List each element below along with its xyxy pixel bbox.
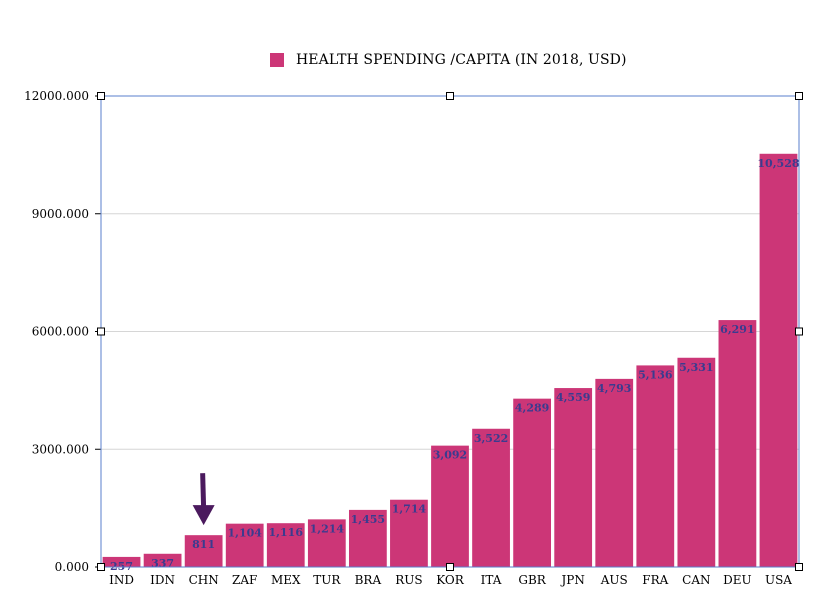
resize-handle[interactable] — [97, 327, 105, 336]
legend-swatch — [270, 53, 284, 67]
y-tick-label: 0.000 — [55, 560, 89, 574]
bar-kor[interactable] — [431, 445, 469, 567]
x-tick-label: AUS — [600, 573, 628, 587]
x-tick-label: TUR — [313, 573, 341, 587]
bar-chn[interactable] — [184, 535, 223, 567]
bar-gbr[interactable] — [513, 398, 552, 567]
x-tick-label: MEX — [271, 573, 301, 587]
bar-tur[interactable] — [307, 519, 346, 567]
data-label: 10,528 — [757, 157, 799, 170]
data-label: 4,793 — [597, 382, 631, 395]
resize-handle[interactable] — [97, 563, 105, 571]
bar-can[interactable] — [677, 357, 716, 567]
y-tick-label: 12000.000 — [24, 89, 89, 103]
x-tick-label: KOR — [436, 573, 464, 587]
bar-idn[interactable] — [143, 553, 182, 567]
data-label: 1,455 — [351, 513, 385, 526]
data-label: 5,136 — [638, 368, 673, 381]
data-label: 5,331 — [679, 361, 713, 374]
bar-ita[interactable] — [472, 428, 510, 567]
bar-ind[interactable] — [102, 556, 141, 567]
resize-handle[interactable] — [97, 92, 105, 100]
x-tick-label: CAN — [682, 573, 710, 587]
x-tick-label: USA — [765, 573, 792, 587]
x-tick-label: ITA — [481, 573, 502, 587]
resize-handle[interactable] — [446, 563, 454, 571]
data-label: 1,214 — [310, 522, 345, 535]
legend-label: HEALTH SPENDING /CAPITA (IN 2018, USD) — [296, 52, 627, 68]
x-tick-label: GBR — [518, 573, 546, 587]
resize-handle[interactable] — [795, 327, 803, 336]
bar-bra[interactable] — [348, 509, 387, 567]
data-label: 4,559 — [556, 391, 590, 404]
data-label: 1,714 — [392, 503, 427, 516]
data-label: 337 — [151, 557, 174, 570]
data-label: 1,104 — [227, 527, 262, 540]
bar-aus[interactable] — [595, 378, 634, 567]
x-tick-label: JPN — [559, 573, 584, 587]
resize-handle[interactable] — [795, 563, 803, 571]
y-tick-label: 3000.000 — [32, 442, 89, 456]
y-tick-label: 9000.000 — [32, 207, 89, 221]
bar-rus[interactable] — [390, 499, 428, 567]
data-label: 1,116 — [269, 526, 304, 539]
bar-mex[interactable] — [266, 523, 305, 567]
bar-usa[interactable] — [759, 153, 798, 567]
bar-jpn[interactable] — [554, 388, 593, 567]
x-tick-label: FRA — [642, 573, 668, 587]
data-label: 3,092 — [433, 449, 467, 462]
data-label: 257 — [110, 560, 133, 573]
data-label: 811 — [192, 538, 215, 551]
bar-fra[interactable] — [636, 365, 675, 567]
resize-handle[interactable] — [795, 92, 803, 100]
legend[interactable]: HEALTH SPENDING /CAPITA (IN 2018, USD) — [270, 50, 627, 70]
bar-zaf[interactable] — [225, 523, 264, 567]
x-tick-label: IND — [109, 573, 134, 587]
data-label: 4,289 — [515, 402, 549, 415]
x-tick-label: ZAF — [232, 573, 257, 587]
x-tick-label: DEU — [723, 573, 752, 587]
x-tick-label: RUS — [395, 573, 422, 587]
annotation-arrow-icon — [192, 473, 215, 526]
data-label: 6,291 — [720, 323, 754, 336]
data-label: 3,522 — [474, 432, 508, 445]
bar-deu[interactable] — [718, 320, 757, 567]
resize-handle[interactable] — [446, 92, 454, 100]
x-tick-label: IDN — [150, 573, 175, 587]
y-tick-label: 6000.000 — [32, 325, 89, 339]
x-tick-label: BRA — [355, 573, 382, 587]
x-tick-label: CHN — [189, 573, 219, 587]
